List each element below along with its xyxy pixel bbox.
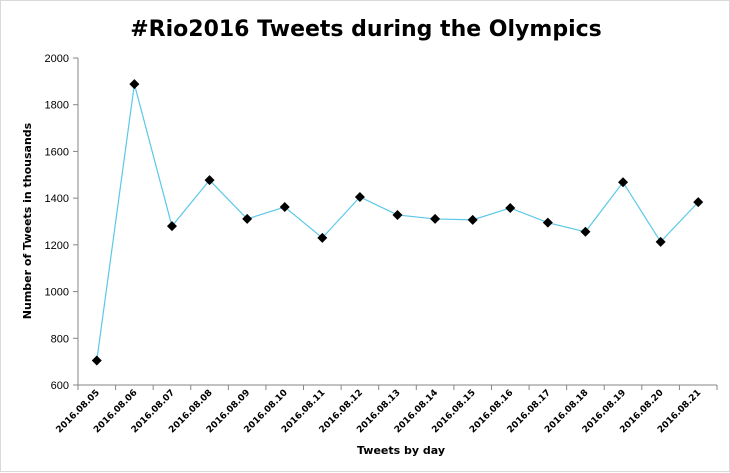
data-point-marker <box>430 213 441 224</box>
series <box>91 79 704 366</box>
data-point-marker <box>129 79 140 90</box>
x-axis-ticks: 2016.08.052016.08.062016.08.072016.08.08… <box>55 385 718 435</box>
y-tick-label: 1400 <box>45 193 69 205</box>
y-tick-label: 1000 <box>45 287 69 299</box>
data-point-marker <box>580 226 591 237</box>
y-tick-label: 600 <box>51 380 69 392</box>
y-tick-label: 1200 <box>45 240 69 252</box>
y-axis-ticks: 600 800 1000 1200 1400 1600 1800 2000 <box>45 53 78 392</box>
data-point-marker <box>618 177 629 188</box>
data-point-marker <box>317 232 328 243</box>
data-point-marker <box>279 202 290 213</box>
data-point-marker <box>392 209 403 220</box>
x-axis-title: Tweets by day <box>357 444 445 457</box>
y-tick-label: 1800 <box>45 100 69 112</box>
y-axis-title: Number of Tweets in thousands <box>21 122 34 319</box>
data-point-marker <box>505 202 516 213</box>
axes <box>77 58 717 386</box>
y-tick-label: 800 <box>51 333 69 345</box>
chart-title: #Rio2016 Tweets during the Olympics <box>130 17 602 42</box>
data-point-marker <box>354 191 365 202</box>
data-point-marker <box>467 214 478 225</box>
data-point-marker <box>542 217 553 228</box>
series-line <box>96 84 699 361</box>
data-point-marker <box>204 175 215 186</box>
data-point-marker <box>242 213 253 224</box>
data-point-marker <box>91 355 102 366</box>
data-point-marker <box>693 197 704 208</box>
data-point-marker <box>655 236 666 247</box>
y-tick-label: 1600 <box>45 146 69 158</box>
y-tick-label: 2000 <box>45 53 69 65</box>
data-point-marker <box>166 221 177 232</box>
